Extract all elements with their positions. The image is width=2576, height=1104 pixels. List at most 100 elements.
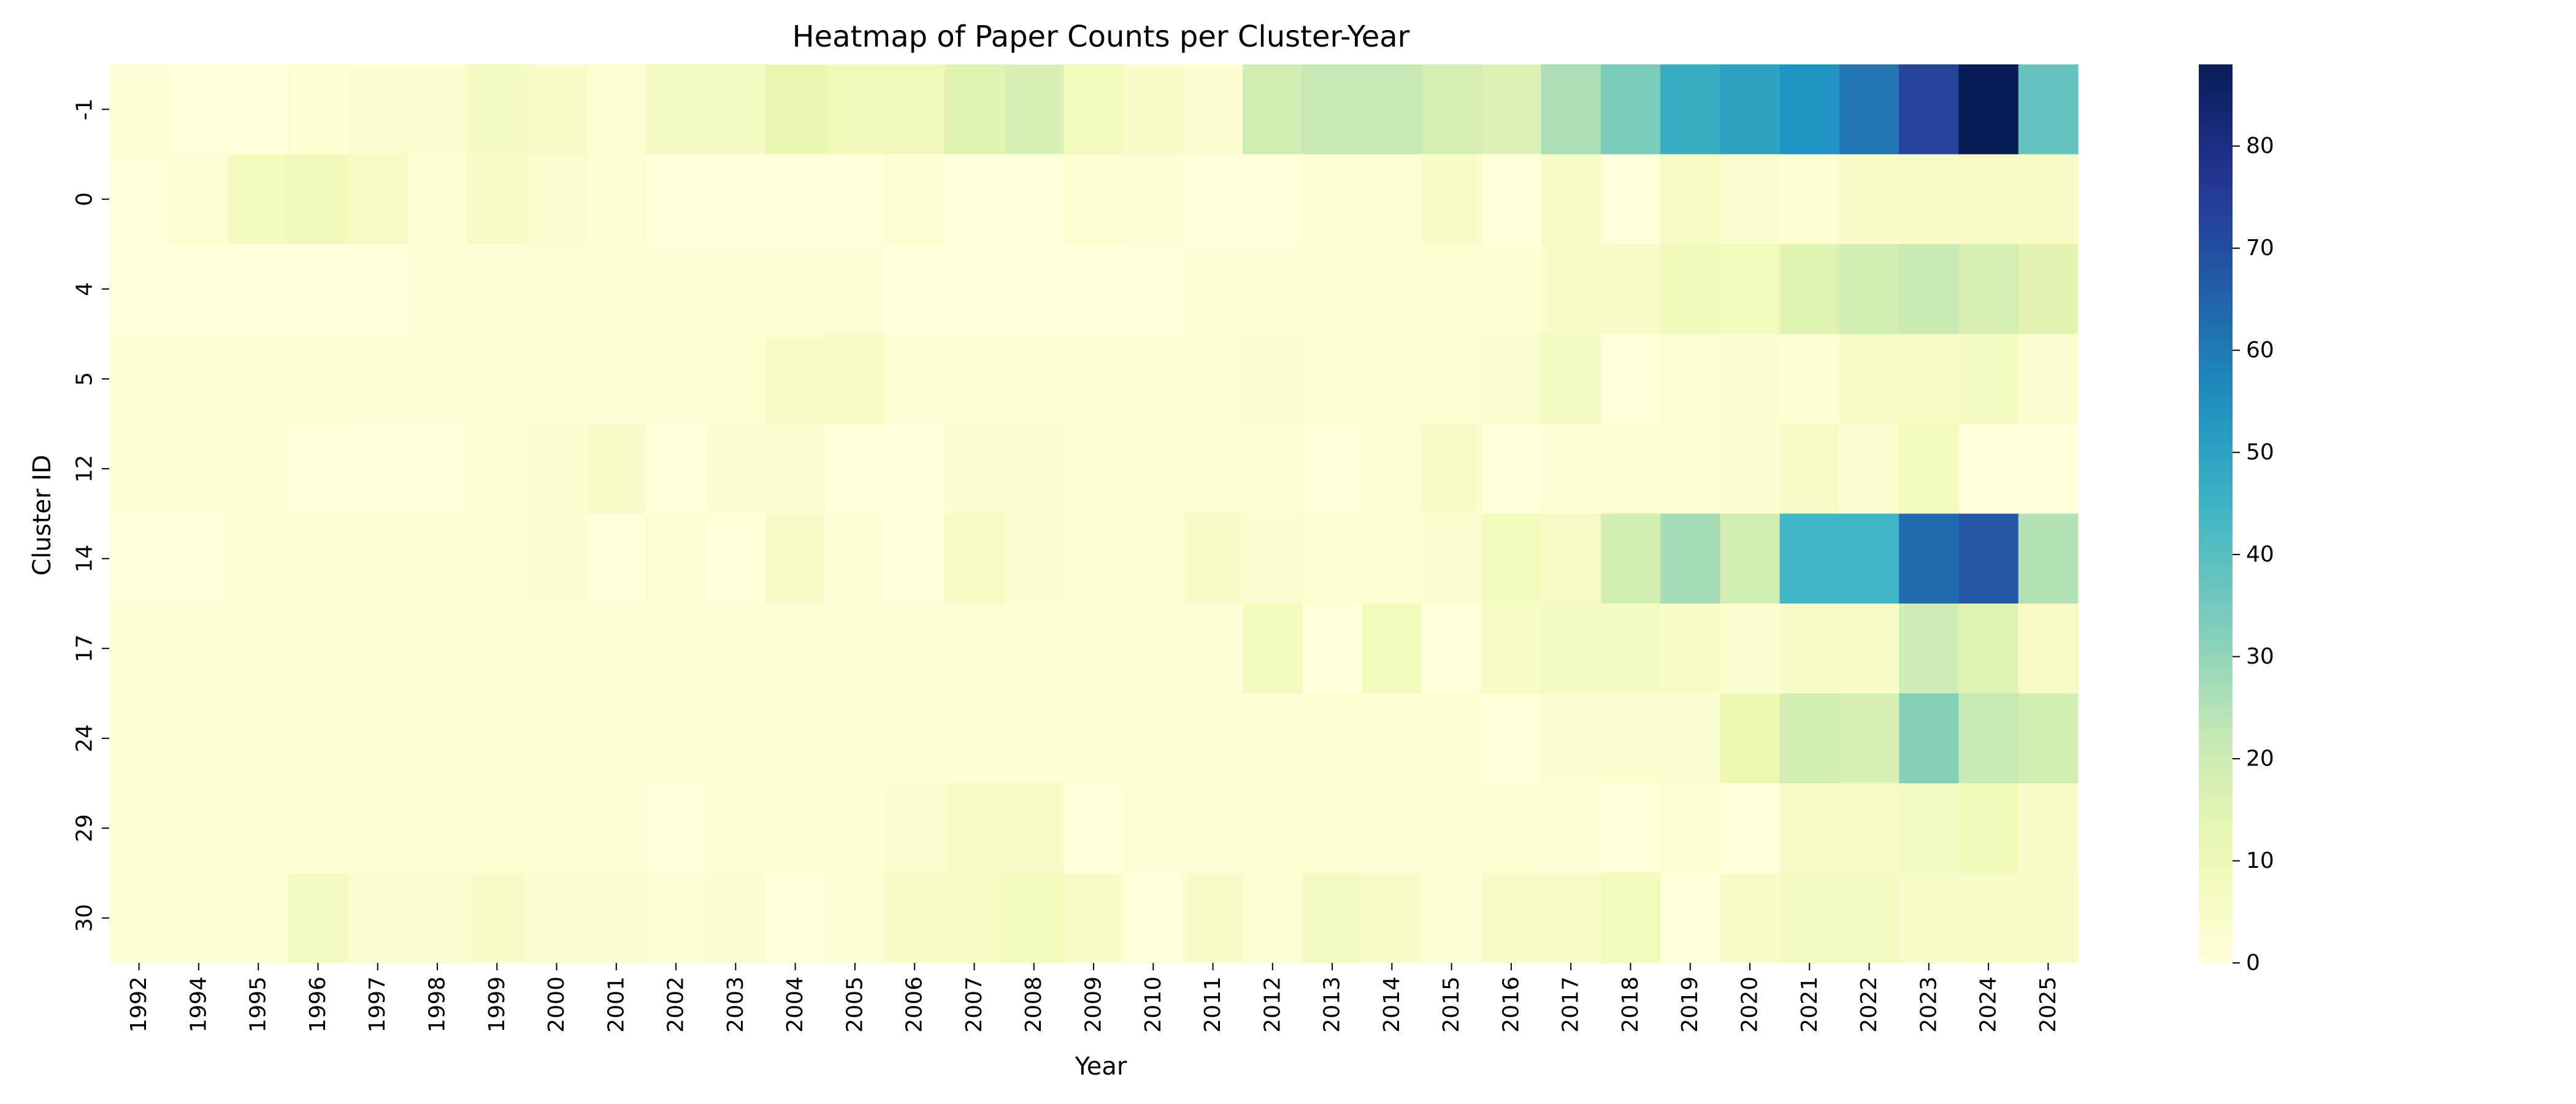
heatmap-cell [1123,334,1184,424]
heatmap-cell [526,783,587,874]
heatmap-cell [228,154,289,245]
heatmap-cell [228,334,289,424]
heatmap-cell [169,154,229,245]
heatmap-cell [1183,693,1243,784]
heatmap-cell [884,693,945,784]
heatmap-cell [1541,424,1601,515]
heatmap-cell [586,873,647,964]
heatmap-cell [646,513,707,604]
heatmap-cell [1243,873,1303,964]
heatmap-cell [1243,693,1303,784]
heatmap-cell [1660,64,1720,155]
heatmap-cell [1839,693,1899,784]
heatmap-cell [1720,783,1781,874]
y-tick-label: 24 [72,724,98,753]
heatmap-cell [526,154,587,245]
x-tick-label: 1999 [485,976,510,1033]
x-tick-label: 2015 [1439,976,1464,1033]
heatmap-cell [1720,604,1781,694]
heatmap-cell [1600,334,1661,424]
heatmap-cell [944,783,1005,874]
heatmap-cell [228,873,289,964]
heatmap-cell [705,873,766,964]
heatmap-cell [1600,64,1661,155]
heatmap-cell [1422,604,1482,694]
heatmap-cell [1123,693,1184,784]
heatmap-cell [526,604,587,694]
heatmap-cell [109,873,169,964]
heatmap-cell [586,154,647,245]
heatmap-cell [586,513,647,604]
heatmap-cell [646,873,707,964]
heatmap-cell [1362,334,1422,424]
heatmap-cell [1064,64,1124,155]
heatmap-cell [705,334,766,424]
heatmap-cell [705,513,766,604]
colorbar-tick-label: 60 [2246,338,2274,363]
heatmap-cell [1660,604,1720,694]
heatmap-cell [1183,334,1243,424]
heatmap-cell [825,424,886,515]
heatmap-cell [1243,783,1303,874]
heatmap-cell [169,783,229,874]
heatmap-cell [1422,334,1482,424]
heatmap-cell [228,783,289,874]
heatmap-cell [1004,334,1064,424]
heatmap-cell [1362,513,1422,604]
heatmap-cell [1600,513,1661,604]
heatmap-cell [1779,424,1840,515]
heatmap-cell [407,424,468,515]
x-tick-label: 2014 [1379,976,1405,1033]
heatmap-cell [944,154,1005,245]
heatmap-cell [1600,873,1661,964]
heatmap-cell [109,424,169,515]
heatmap-cell [407,334,468,424]
heatmap-cell [1839,513,1899,604]
heatmap-cell [1660,513,1720,604]
heatmap-cell [765,424,826,515]
heatmap-cell [1481,783,1542,874]
y-tick-label: 0 [72,192,98,206]
y-tick-label: 17 [72,634,98,662]
heatmap-cell [1541,334,1601,424]
heatmap-cell [467,693,527,784]
y-tick-label: 4 [72,282,98,296]
heatmap-cell [884,783,945,874]
heatmap-cell [1422,424,1482,515]
heatmap-cell [646,64,707,155]
colorbar-tick-label: 20 [2246,746,2274,772]
heatmap-cell [1004,424,1064,515]
heatmap-cell [109,783,169,874]
heatmap-cell [288,64,348,155]
colorbar-tick-label: 30 [2246,644,2274,669]
heatmap-cell [526,334,587,424]
heatmap-cell [1183,424,1243,515]
heatmap-cell [1541,693,1601,784]
heatmap-cell [825,604,886,694]
heatmap-cell [1779,783,1840,874]
heatmap-cell [1302,64,1363,155]
x-tick-label: 2012 [1260,976,1285,1033]
heatmap-cell [1541,244,1601,335]
heatmap-cell [526,513,587,604]
heatmap-cell [1123,513,1184,604]
heatmap-cell [169,64,229,155]
x-tick-label: 2020 [1738,976,1763,1033]
heatmap-cell [169,873,229,964]
heatmap-cell [1302,693,1363,784]
heatmap-cell [109,604,169,694]
heatmap-cell [1243,604,1303,694]
heatmap-cell [1720,424,1781,515]
heatmap-cell [228,64,289,155]
heatmap-cell [1720,154,1781,245]
heatmap-cell [1720,64,1781,155]
heatmap-cell [1899,424,1960,515]
heatmap-cell [1600,154,1661,245]
heatmap-cell [1123,873,1184,964]
heatmap-cell [1660,244,1720,335]
heatmap-cell [169,604,229,694]
heatmap-cell [1600,693,1661,784]
heatmap-cell [526,64,587,155]
heatmap-cell [407,783,468,874]
heatmap-cell [1123,783,1184,874]
